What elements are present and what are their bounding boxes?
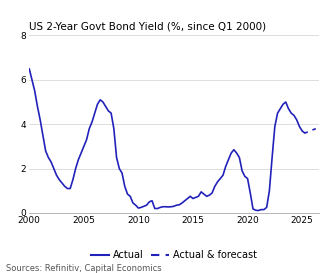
Actual & forecast: [314, 127, 318, 130]
Actual: [300, 129, 304, 132]
Actual & forecast: [303, 132, 307, 135]
Actual: [96, 103, 99, 106]
Actual: [27, 67, 31, 70]
Actual & forecast: [306, 130, 309, 133]
Actual: [218, 177, 222, 180]
Actual: [191, 197, 195, 200]
Actual & forecast: [308, 129, 312, 132]
Actual: [153, 207, 157, 210]
Actual & forecast: [300, 129, 304, 132]
Line: Actual: Actual: [29, 69, 302, 210]
Legend: Actual, Actual & forecast: Actual, Actual & forecast: [87, 246, 260, 264]
Text: Sources: Refinitiv, Capital Economics: Sources: Refinitiv, Capital Economics: [6, 264, 162, 273]
Actual: [46, 156, 50, 159]
Actual: [256, 209, 260, 212]
Line: Actual & forecast: Actual & forecast: [302, 129, 316, 133]
Actual & forecast: [311, 128, 315, 131]
Text: US 2-Year Govt Bond Yield (%, since Q1 2000): US 2-Year Govt Bond Yield (%, since Q1 2…: [29, 22, 266, 32]
Actual: [232, 148, 236, 151]
